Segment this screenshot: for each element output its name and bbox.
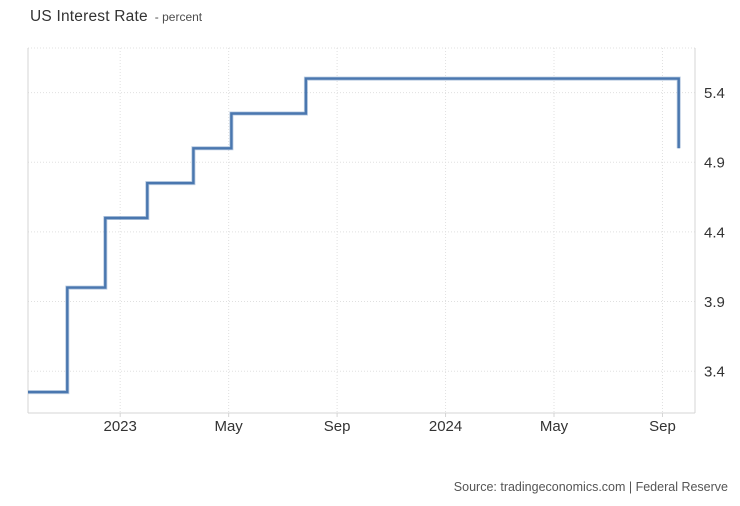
x-gridlines-and-labels: 2023 May Sep 2024 May Sep [103, 48, 676, 435]
x-tick-label: Sep [324, 418, 351, 435]
x-tick-label: 2024 [429, 418, 462, 435]
chart-header: US Interest Rate - percent [30, 8, 202, 26]
y-tick-label: 3.4 [704, 364, 725, 381]
y-tick-label: 4.4 [704, 224, 725, 241]
x-tick-label: May [540, 418, 569, 435]
y-tick-label: 5.4 [704, 85, 725, 102]
x-tick-label: 2023 [103, 418, 136, 435]
plot-area[interactable] [28, 48, 695, 413]
interest-rate-step-chart: 3.4 3.9 4.4 4.9 5.4 2023 May Sep 2024 May Sep [27, 47, 725, 435]
x-tick-label: May [214, 418, 243, 435]
chart-unit-label: - percent [154, 10, 203, 24]
rate-line [28, 77, 680, 394]
y-tick-label: 3.9 [704, 294, 725, 311]
plot-borders [27, 47, 696, 414]
x-tick-label: Sep [649, 418, 676, 435]
source-attribution: Source: tradingeconomics.com | Federal R… [453, 480, 728, 494]
y-gridlines-and-labels: 3.4 3.9 4.4 4.9 5.4 [28, 85, 725, 381]
y-tick-label: 4.9 [704, 155, 725, 172]
chart-title: US Interest Rate [30, 8, 148, 25]
